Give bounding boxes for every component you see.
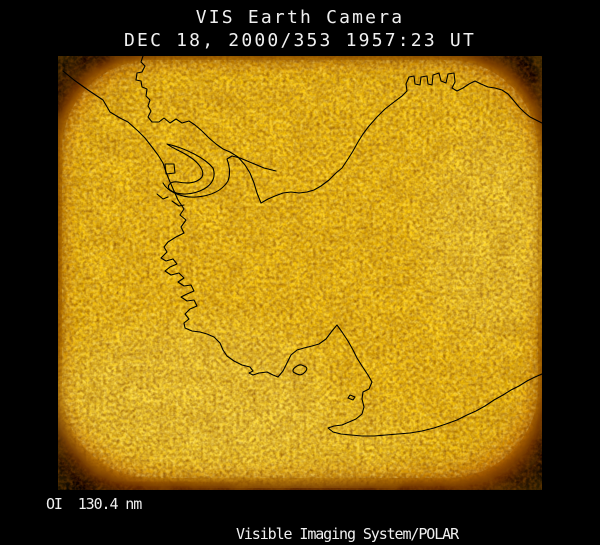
coastline-lake-square	[164, 163, 176, 175]
coastline-northwest-diagonal	[62, 70, 179, 201]
wavelength-label: OI 130.4 nm	[46, 495, 142, 513]
page-title: VIS Earth Camera	[195, 7, 405, 28]
coastline-arctic-arc	[260, 72, 542, 204]
coastline-fjords-north	[135, 56, 262, 204]
coastline-lake-hook	[166, 143, 215, 195]
coastline-island-small	[347, 394, 356, 401]
timestamp-label: DEC 18, 2000/353 1957:23 UT	[124, 30, 476, 51]
credit-line-instrument: Visible Imaging System/POLAR	[235, 524, 459, 543]
noise-dark-layer	[58, 56, 542, 490]
credits-block: Visible Imaging System/POLAR The Univers…	[204, 496, 459, 545]
coastline-west-and-south	[160, 199, 542, 437]
coastline-mark-1	[156, 193, 169, 200]
coastline-lagoon-arc	[162, 155, 277, 198]
camera-frame	[58, 56, 542, 490]
coastline-island-ring	[292, 364, 308, 376]
coastline-mark-2	[171, 200, 185, 207]
coastline-overlay	[62, 56, 542, 437]
noise-texture	[58, 56, 542, 490]
